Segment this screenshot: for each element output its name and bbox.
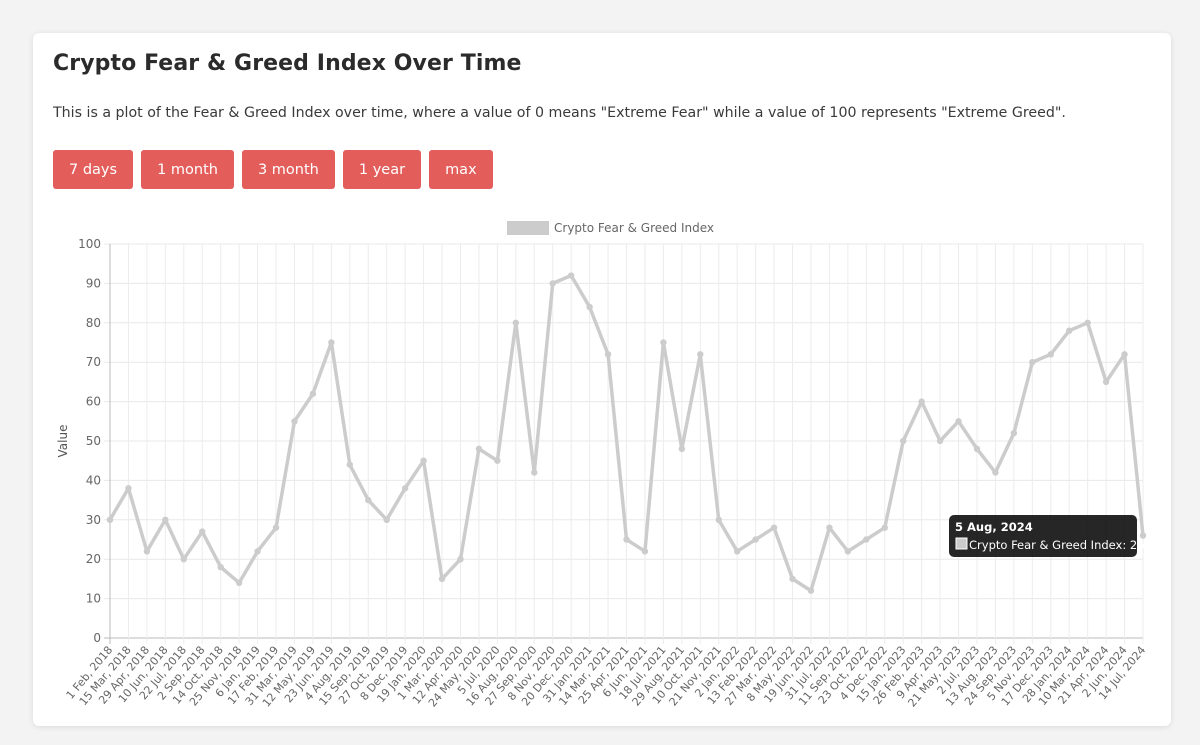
data-point[interactable]	[1139, 532, 1147, 539]
tooltip-date: 5 Aug, 2024	[955, 520, 1033, 534]
data-point[interactable]	[291, 418, 298, 425]
data-point[interactable]	[660, 339, 667, 346]
data-point[interactable]	[1121, 351, 1128, 358]
data-point[interactable]	[235, 579, 243, 587]
data-point[interactable]	[383, 516, 390, 523]
data-point[interactable]	[512, 319, 520, 326]
data-point[interactable]	[401, 485, 409, 492]
data-point[interactable]	[162, 516, 169, 523]
data-point[interactable]	[199, 528, 206, 535]
y-tick-label: 90	[86, 276, 101, 290]
data-point[interactable]	[217, 563, 224, 571]
tooltip: 5 Aug, 2024 Crypto Fear & Greed Index: 2…	[949, 515, 1145, 557]
data-point[interactable]	[641, 548, 649, 555]
data-point[interactable]	[752, 536, 759, 543]
range-buttons: 7 days 1 month 3 month 1 year max	[53, 150, 493, 189]
legend-swatch	[507, 221, 549, 235]
range-1-year-button[interactable]: 1 year	[342, 150, 422, 189]
tooltip-label: Crypto Fear & Greed Index: 26	[969, 538, 1145, 552]
y-tick-label: 80	[86, 316, 101, 330]
y-axis-ticks: 0 10 20 30 40 50 60 70 80 90 100	[78, 237, 101, 645]
data-point[interactable]	[844, 548, 852, 555]
data-point[interactable]	[1084, 319, 1091, 326]
data-point[interactable]	[1066, 327, 1073, 334]
data-point[interactable]	[623, 536, 630, 543]
legend-label: Crypto Fear & Greed Index	[554, 221, 714, 235]
tooltip-swatch	[955, 537, 968, 550]
legend[interactable]: Crypto Fear & Greed Index	[507, 221, 714, 235]
range-3-month-button[interactable]: 3 month	[241, 150, 335, 189]
data-point[interactable]	[549, 280, 556, 287]
y-tick-label: 40	[86, 473, 101, 487]
data-point[interactable]	[457, 556, 464, 563]
y-tick-label: 70	[86, 355, 101, 369]
y-tick-label: 30	[86, 513, 101, 527]
data-point[interactable]	[1047, 351, 1054, 358]
data-point[interactable]	[272, 524, 280, 531]
data-point[interactable]	[438, 575, 446, 583]
data-point[interactable]	[420, 457, 427, 464]
y-tick-label: 20	[86, 552, 101, 566]
data-point[interactable]	[789, 575, 796, 583]
page-description: This is a plot of the Fear & Greed Index…	[53, 105, 1066, 121]
chart-card: Crypto Fear & Greed Index Over Time This…	[33, 33, 1171, 726]
data-point[interactable]	[863, 536, 870, 543]
data-point[interactable]	[180, 556, 187, 563]
y-axis-label: Value	[56, 425, 70, 458]
data-point[interactable]	[678, 445, 686, 453]
y-tick-label: 100	[78, 237, 101, 251]
data-point[interactable]	[494, 457, 501, 464]
data-point[interactable]	[899, 437, 907, 445]
data-point[interactable]	[697, 351, 704, 358]
data-point[interactable]	[826, 524, 833, 531]
data-point[interactable]	[715, 516, 722, 523]
data-point[interactable]	[254, 548, 261, 555]
data-point[interactable]	[604, 351, 612, 358]
data-point[interactable]	[992, 469, 999, 476]
y-tick-label: 50	[86, 434, 101, 448]
data-point[interactable]	[936, 437, 944, 445]
data-point[interactable]	[1029, 359, 1036, 366]
data-point[interactable]	[733, 548, 741, 555]
range-1-month-button[interactable]: 1 month	[141, 150, 234, 189]
tooltip-box	[949, 515, 1137, 557]
y-tick-label: 10	[86, 592, 101, 606]
y-tick-label: 0	[93, 631, 101, 645]
chart-grid	[104, 243, 1144, 644]
data-point[interactable]	[1102, 378, 1110, 386]
data-point[interactable]	[567, 272, 575, 279]
data-point[interactable]	[1010, 429, 1018, 437]
data-point[interactable]	[586, 303, 593, 311]
y-tick-label: 60	[86, 395, 101, 409]
data-point[interactable]	[770, 524, 778, 531]
data-point[interactable]	[955, 418, 962, 425]
range-7-days-button[interactable]: 7 days	[53, 150, 134, 189]
data-point[interactable]	[309, 390, 317, 397]
data-point[interactable]	[531, 469, 538, 476]
data-point[interactable]	[106, 516, 114, 523]
data-point[interactable]	[881, 524, 888, 531]
page-title: Crypto Fear & Greed Index Over Time	[53, 51, 522, 76]
series-points	[106, 272, 1147, 594]
data-point[interactable]	[125, 485, 132, 492]
data-point[interactable]	[346, 461, 354, 468]
data-point[interactable]	[807, 587, 815, 594]
range-max-button[interactable]: max	[429, 150, 493, 189]
data-point[interactable]	[365, 496, 372, 504]
data-point[interactable]	[918, 398, 925, 405]
data-point[interactable]	[328, 339, 335, 346]
data-point[interactable]	[475, 445, 483, 453]
data-point[interactable]	[143, 548, 151, 555]
data-point[interactable]	[973, 445, 981, 453]
